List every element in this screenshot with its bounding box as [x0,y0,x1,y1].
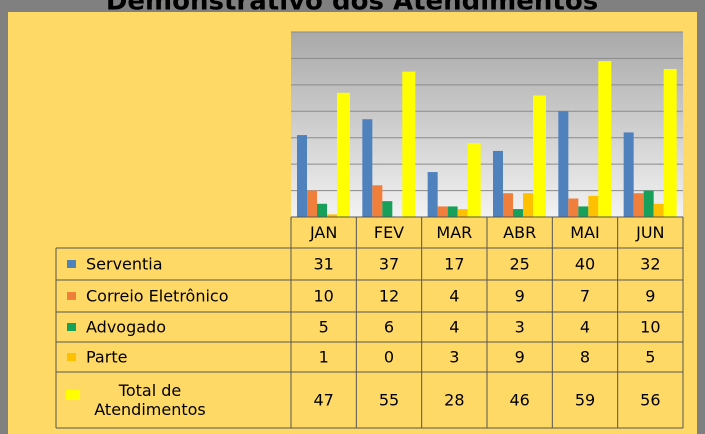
bar [337,92,350,217]
bar [663,69,677,217]
legend-key [67,292,76,300]
bar [653,203,664,217]
table-value: 4 [449,287,459,306]
x-tick-label: JAN [309,223,337,242]
bar [513,209,523,217]
table-value: 37 [379,255,399,274]
legend-label: Total de Atendimentos [94,381,206,419]
chart-title: Demonstrativo dos Atendimentos [106,0,598,17]
table-value: 9 [515,287,525,306]
table-value: 0 [384,348,394,367]
bar [327,214,337,217]
x-tick-label: MAI [570,223,599,242]
table-value: 10 [313,287,333,306]
bar [427,172,438,217]
bar [467,143,481,217]
table-value: 4 [580,318,590,337]
table-value: 47 [313,391,333,410]
bar [317,203,327,217]
table-value: 12 [379,287,399,306]
bar [457,209,468,217]
bar [382,201,393,217]
table-value: 3 [515,318,525,337]
table-value: 5 [319,318,329,337]
legend-key [67,353,76,361]
table-value: 5 [645,348,655,367]
x-tick-label: JUN [635,223,664,242]
bar [568,198,579,217]
table-value: 55 [379,391,399,410]
table-value: 3 [449,348,459,367]
table-value: 32 [640,255,660,274]
bar [598,61,612,218]
bar [643,190,654,217]
table-value: 31 [313,255,333,274]
table-value: 4 [449,318,459,337]
legend-key [66,390,80,400]
table-value: 25 [509,255,529,274]
bar [633,193,644,217]
bar [523,193,533,217]
table-value: 17 [444,255,464,274]
x-tick-label: MAR [436,223,472,242]
table-value: 9 [515,348,525,367]
legend-label: Parte [86,348,127,367]
bar [578,206,589,217]
bar [437,206,448,217]
bar [558,111,569,217]
table-value: 28 [444,391,464,410]
legend-key [67,260,76,268]
table-value: 59 [575,391,595,410]
table-value: 10 [640,318,660,337]
table-value: 9 [645,287,655,306]
legend-label: Correio Eletrônico [86,287,229,306]
legend-label-line: Total de [118,381,181,400]
bar [307,190,317,217]
table-value: 46 [509,391,529,410]
table-value: 7 [580,287,590,306]
bar [503,193,513,217]
legend-key [67,323,76,331]
bar [362,119,373,217]
bar [493,150,503,217]
table-value: 56 [640,391,660,410]
bar [588,195,599,217]
x-tick-label: ABR [503,223,536,242]
top-band [0,0,705,12]
bar [623,132,634,217]
table-value: 1 [319,348,329,367]
bar [297,135,307,217]
table-value: 8 [580,348,590,367]
legend-label-line: Atendimentos [94,400,206,419]
bar [447,206,458,217]
legend-label: Advogado [86,318,166,337]
bar [372,185,383,217]
plot-area [291,32,683,217]
table-value: 40 [575,255,595,274]
x-tick-label: FEV [374,223,404,242]
bar [533,95,546,217]
bar [402,71,416,218]
table-value: 6 [384,318,394,337]
legend-label: Serventia [86,255,163,274]
